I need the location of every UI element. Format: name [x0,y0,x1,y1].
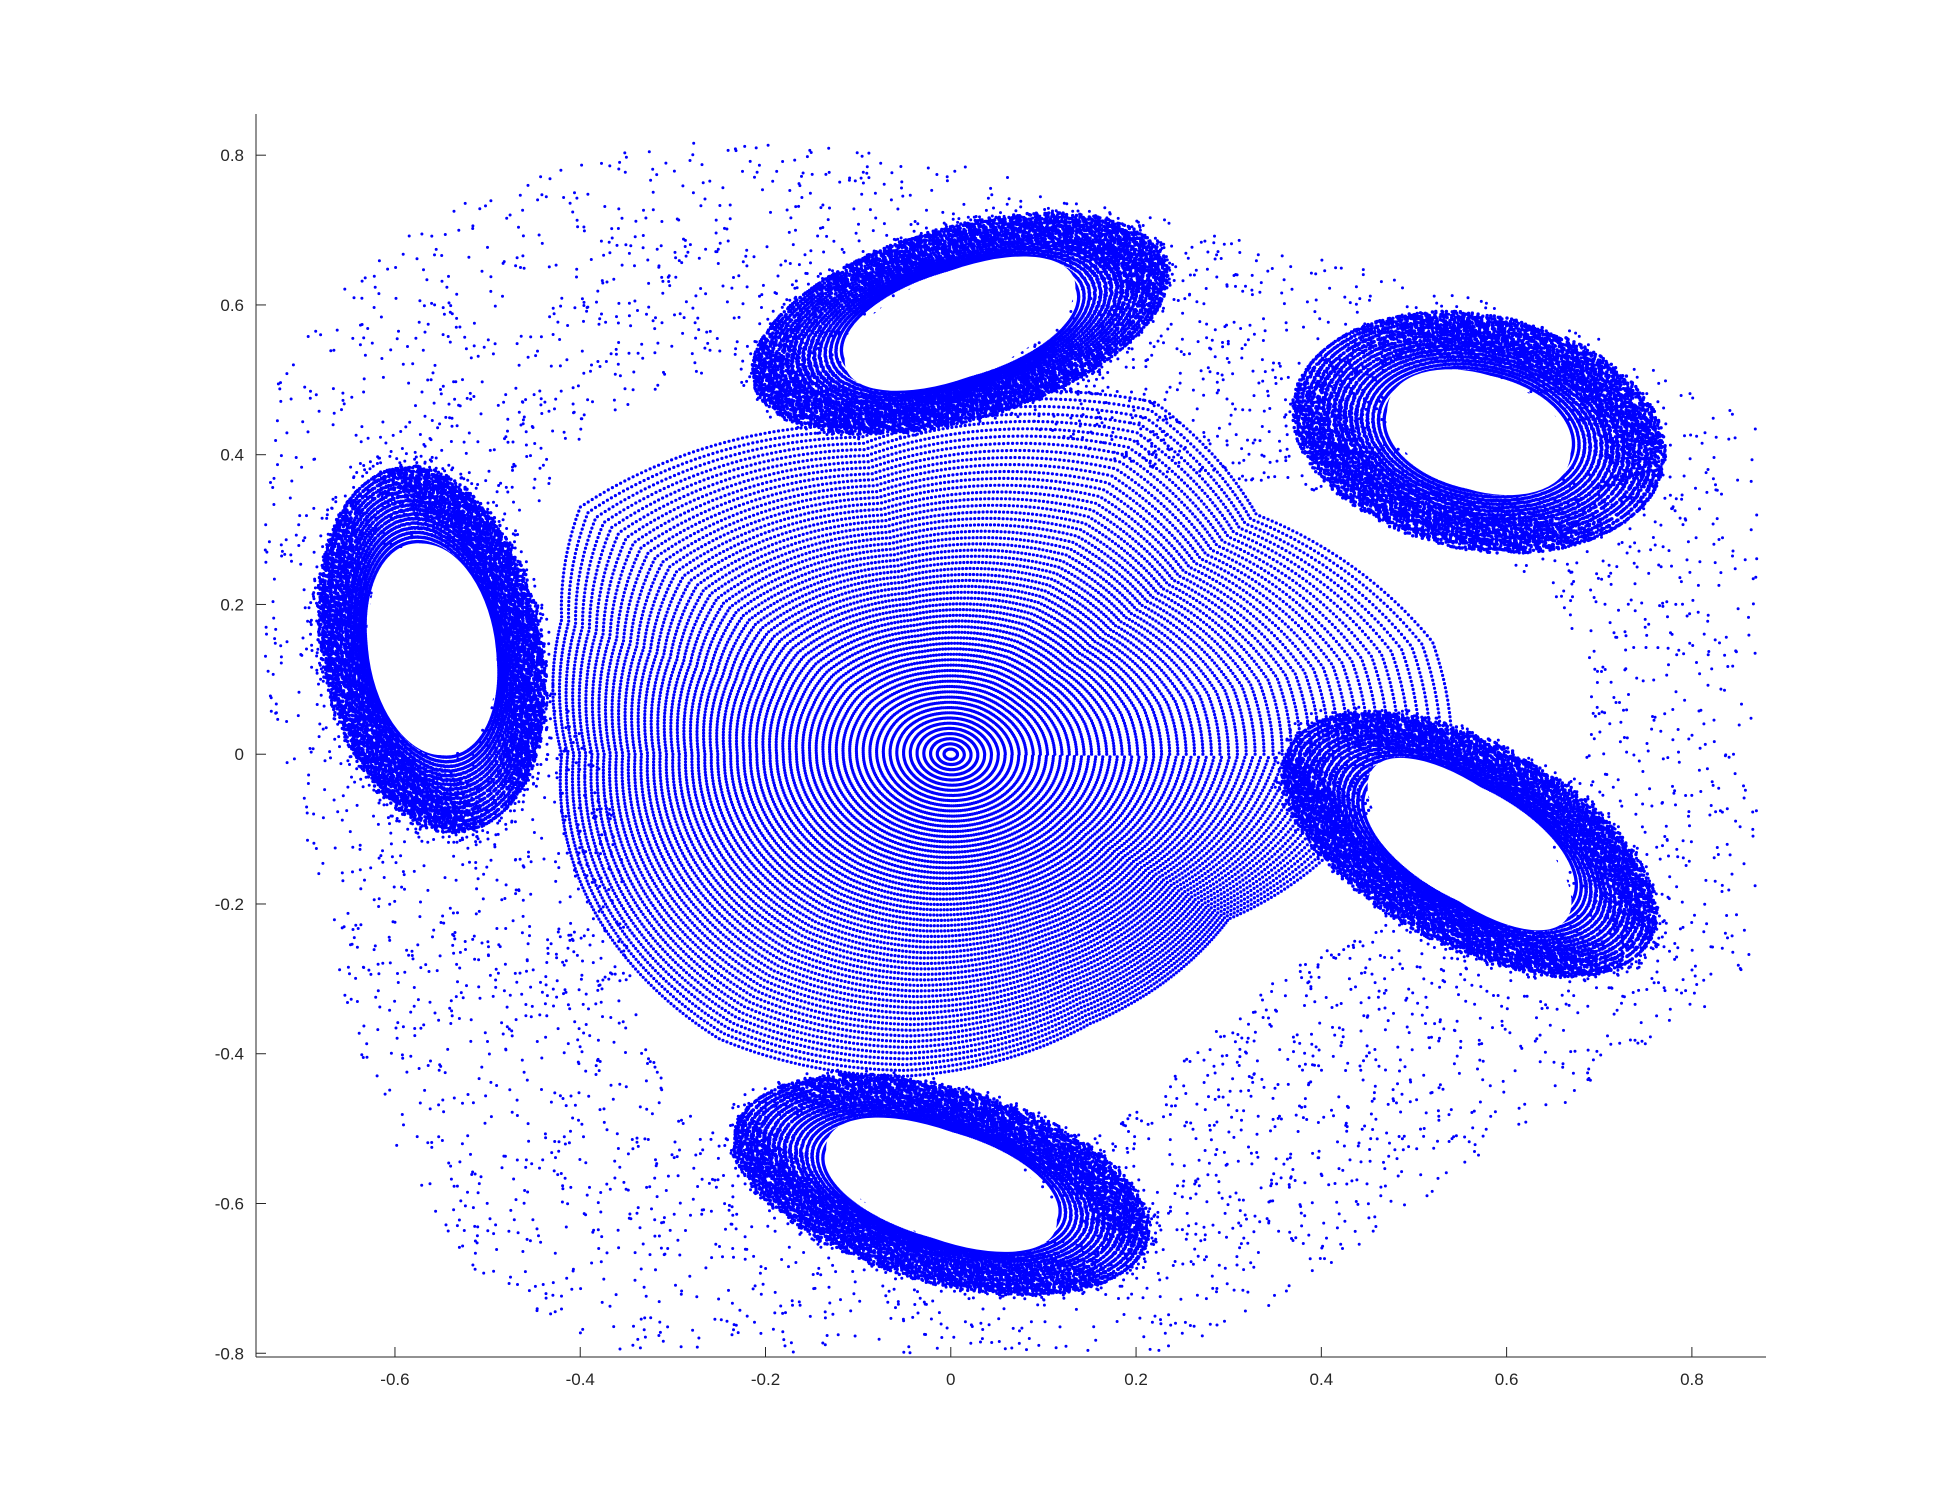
x-tick-label: 0.6 [1495,1370,1519,1389]
x-tick-label: 0.8 [1680,1370,1704,1389]
island-core [1387,369,1571,496]
island-core [844,256,1076,391]
scatter-point-cloud [263,141,1759,1355]
x-axis: -0.6 -0.4 -0.2 0 0.2 0.4 0.6 0.8 [256,1347,1766,1389]
x-tick-label: -0.6 [380,1370,409,1389]
x-tick-label: 0.4 [1310,1370,1334,1389]
island-core [826,1117,1057,1252]
y-tick-label: 0.8 [220,146,244,165]
y-tick-label: 0.2 [220,595,244,614]
plot-area [263,141,1759,1355]
x-tick-label: -0.2 [751,1370,780,1389]
y-tick-label: -0.4 [215,1045,244,1064]
y-tick-label: -0.8 [215,1344,244,1363]
y-tick-label: 0.6 [220,296,244,315]
island-core [367,543,497,756]
island-core [1367,757,1572,931]
y-tick-label: 0 [235,745,244,764]
x-tick-label: 0.2 [1124,1370,1148,1389]
x-tick-label: -0.4 [566,1370,595,1389]
y-axis: -0.8 -0.6 -0.4 -0.2 0 0.2 0.4 0.6 0.8 [215,114,266,1363]
y-tick-label: -0.2 [215,895,244,914]
y-tick-label: 0.4 [220,446,244,465]
x-tick-label: 0 [946,1370,955,1389]
scatter-points [263,141,1759,1355]
y-tick-label: -0.6 [215,1194,244,1213]
